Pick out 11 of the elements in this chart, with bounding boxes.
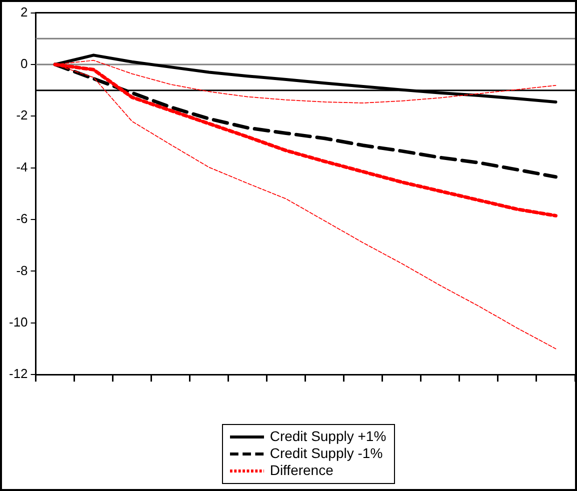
- legend-label: Credit Supply -1%: [270, 445, 383, 462]
- y-tick-label: -6: [16, 211, 28, 226]
- y-tick-label: -4: [16, 159, 28, 174]
- legend-label: Credit Supply +1%: [270, 428, 386, 445]
- y-tick-label: -10: [8, 314, 28, 330]
- y-tick-label: 0: [20, 56, 28, 72]
- y-tick-label: 2: [20, 4, 28, 20]
- y-tick-label: -12: [8, 366, 28, 382]
- y-tick-label: -8: [16, 262, 28, 278]
- y-tick-label: -2: [16, 108, 28, 123]
- legend-label: Difference: [270, 462, 334, 479]
